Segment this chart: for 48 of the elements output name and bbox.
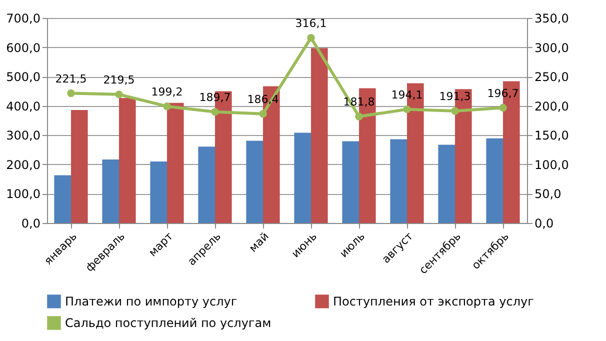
data-label: 316,1 (295, 16, 327, 30)
bar (102, 159, 119, 223)
y-tick-label: 300,0 (6, 128, 40, 143)
bar (246, 140, 263, 223)
y2-tick-label: 350,0 (534, 12, 569, 26)
point (211, 108, 219, 116)
y2-tick-label: 300,0 (534, 40, 569, 55)
y2-tick-label: 150,0 (534, 128, 569, 143)
point (163, 102, 171, 110)
y-tick-label: 0,0 (21, 216, 40, 230)
data-label: 219,5 (103, 73, 135, 86)
bar (342, 141, 359, 223)
y-tick-label: 600,0 (6, 40, 40, 55)
bar (486, 138, 503, 223)
legend-label: Поступления от экспорта услуг (333, 294, 534, 308)
data-label: 186,4 (247, 92, 279, 106)
bar (438, 144, 455, 223)
data-label: 199,2 (151, 85, 183, 98)
y-tick-label: 100,0 (6, 187, 40, 202)
bar (198, 146, 215, 223)
legend-label: Платежи по импорту услуг (65, 294, 238, 308)
y-tick-label: 700,0 (6, 12, 40, 26)
bar (311, 48, 328, 223)
y-tick-label: 200,0 (6, 158, 40, 172)
y2-tick-label: 250,0 (534, 70, 569, 84)
y2-tick-label: 50,0 (534, 187, 562, 202)
point (451, 107, 459, 115)
point (115, 90, 123, 98)
point (355, 112, 363, 120)
bar (119, 98, 136, 223)
bar (150, 162, 167, 223)
point (307, 34, 315, 42)
bar (71, 110, 88, 223)
point (259, 110, 267, 118)
y2-tick-label: 0,0 (534, 216, 554, 230)
bar (167, 102, 184, 223)
point (499, 104, 507, 112)
point (67, 89, 75, 98)
y2-tick-label: 200,0 (534, 99, 569, 114)
bar (54, 175, 71, 223)
bar (390, 139, 407, 223)
bar (294, 132, 311, 223)
y2-tick-label: 100,0 (534, 158, 569, 172)
data-label: 221,5 (55, 72, 87, 86)
y-tick-label: 400,0 (6, 99, 40, 114)
point (403, 105, 411, 114)
legend-label: Сальдо поступлений по услугам (65, 316, 272, 330)
y-tick-label: 500,0 (6, 70, 40, 84)
